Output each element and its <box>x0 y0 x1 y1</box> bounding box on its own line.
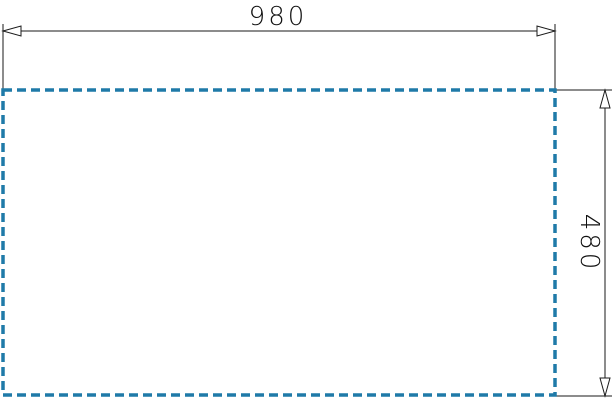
width-arrow-right <box>536 25 557 37</box>
height-arrow-bottom <box>599 377 611 398</box>
height-dimension-label: 480 <box>574 214 604 273</box>
width-dimension-label: 980 <box>249 2 308 32</box>
height-arrow-top <box>599 88 611 109</box>
dashed-outline <box>1 88 557 397</box>
width-arrow-left <box>1 25 22 37</box>
